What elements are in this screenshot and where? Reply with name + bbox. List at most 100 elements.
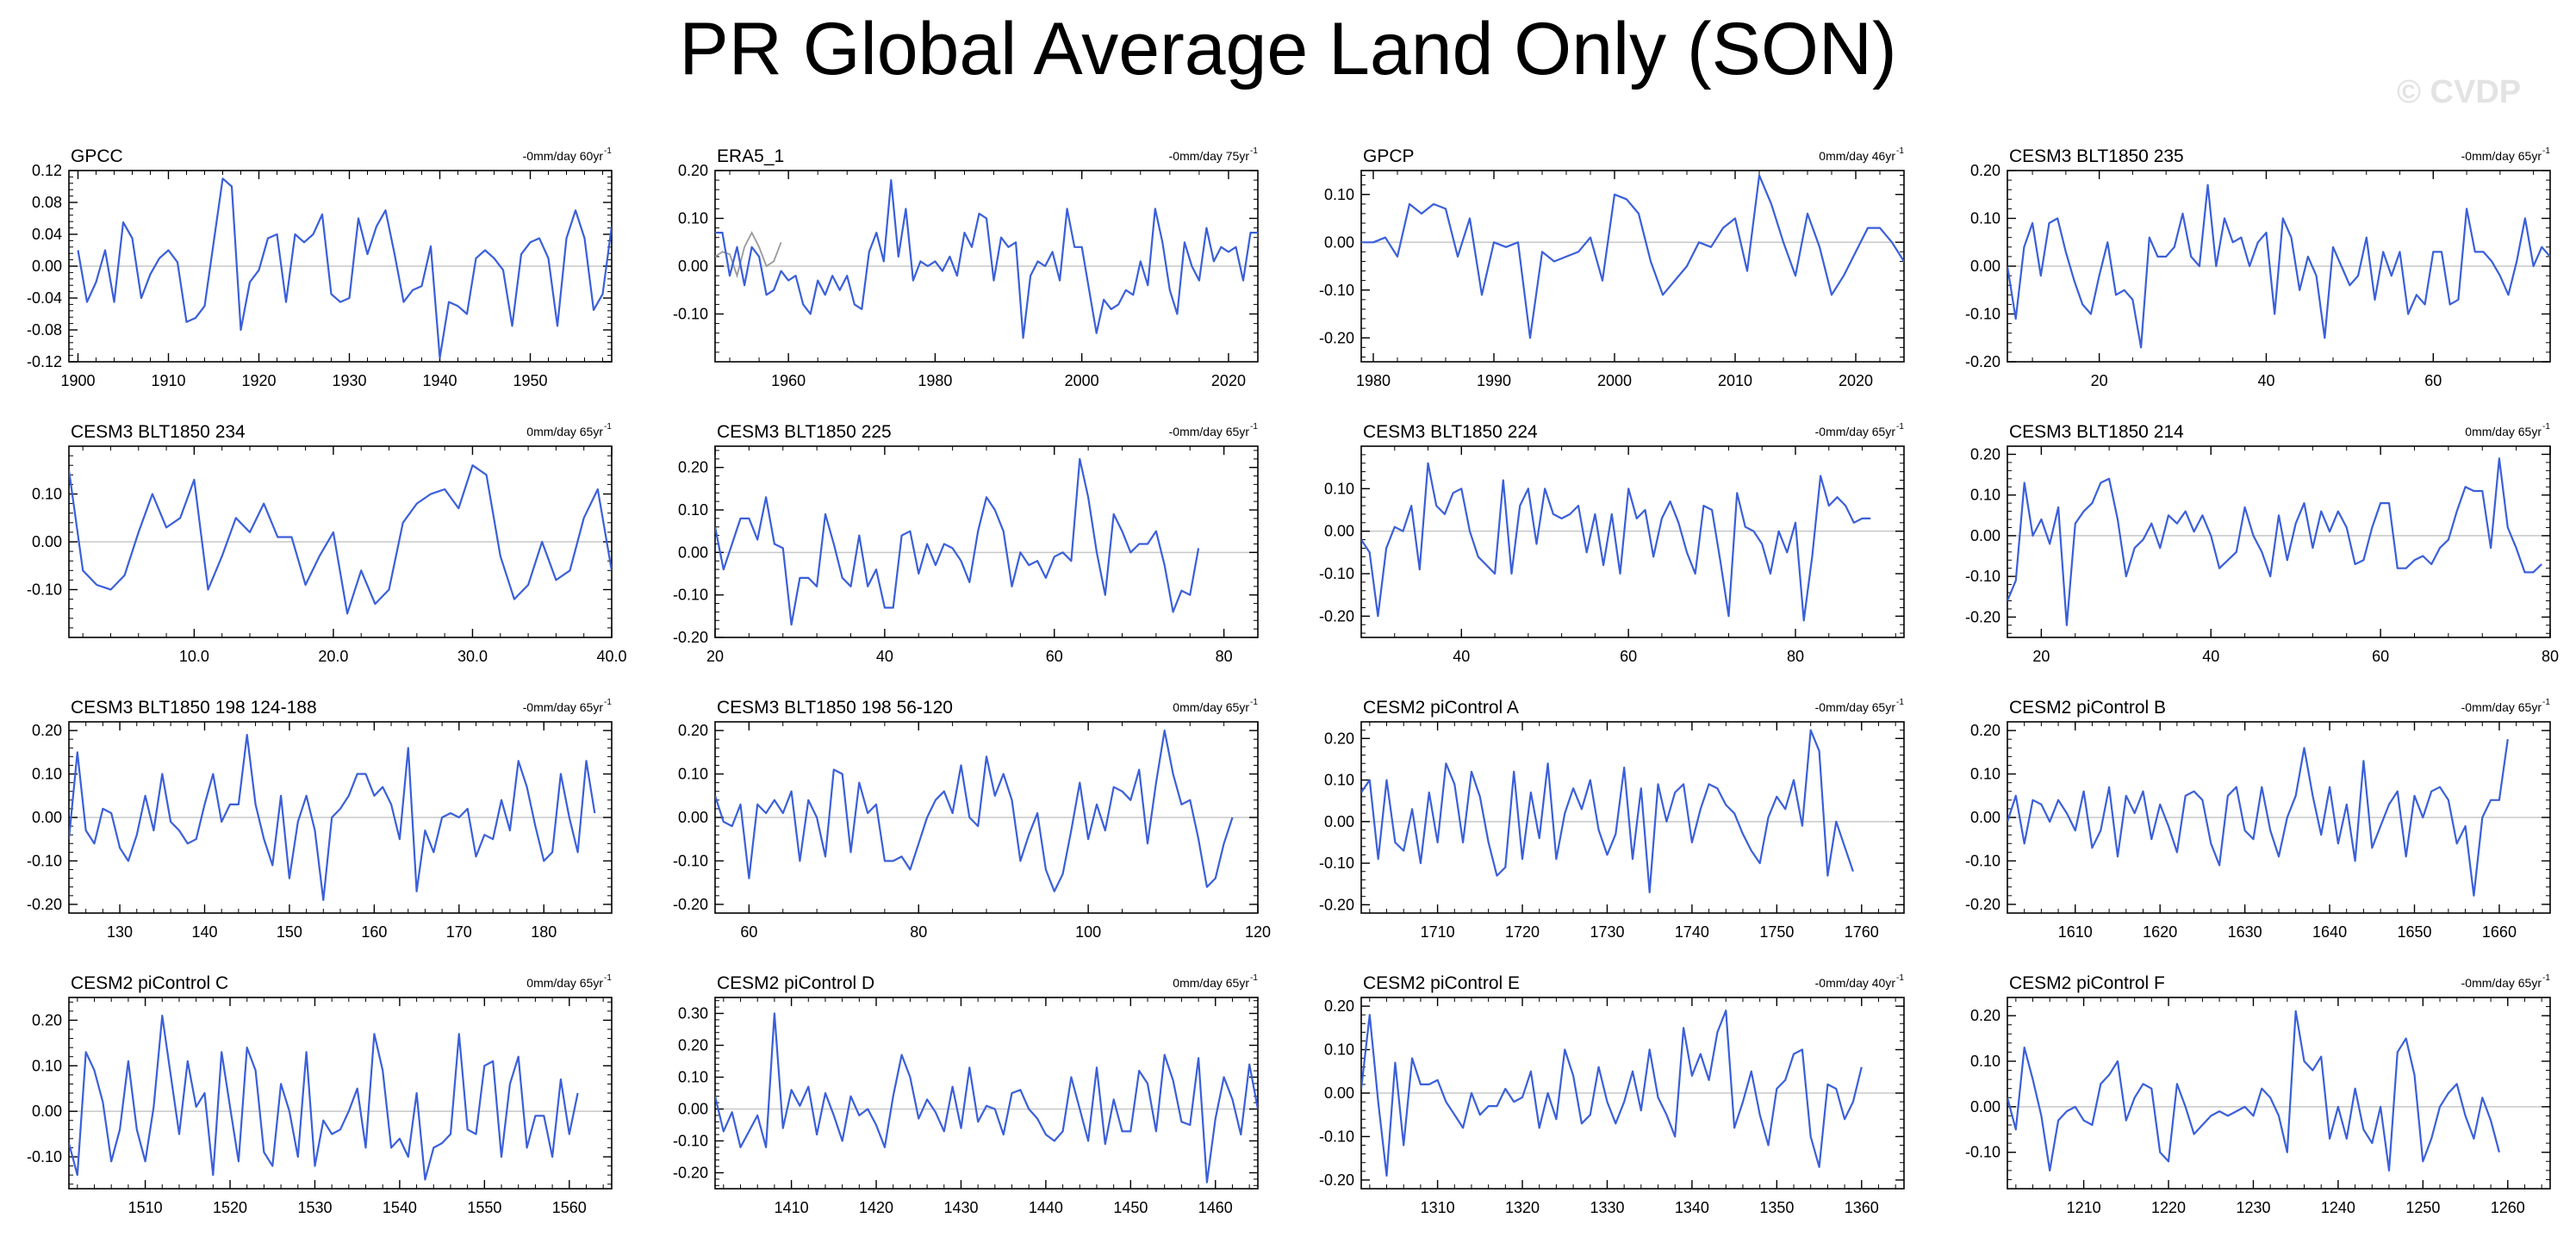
panel-10: CESM3 BLT1850 198 56-120 0mm/day 65yr -1 -0… — [673, 698, 1271, 941]
y-tick-label: 0.00 — [1324, 1084, 1354, 1102]
trend-label: 0mm/day 65yr — [526, 425, 603, 438]
series-line — [2007, 739, 2509, 897]
x-tick-label: 1990 — [1477, 372, 1511, 389]
plot-frame — [68, 997, 613, 1190]
y-tick-label: 0.00 — [678, 1101, 708, 1118]
x-tick-label: 1910 — [151, 372, 185, 389]
y-tick-label: -0.20 — [1965, 608, 2000, 625]
x-tick-label: 1620 — [2143, 923, 2177, 941]
x-tick-label: 1240 — [2321, 1199, 2355, 1216]
x-tick-label: 1940 — [422, 372, 457, 389]
panel-5: CESM3 BLT1850 234 0mm/day 65yr -1 -0.10 0.00… — [27, 422, 627, 665]
trend-unit: -1 — [1250, 422, 1258, 432]
panel-title: CESM2 piControl A — [1363, 698, 1519, 718]
x-tick-label: 1560 — [552, 1199, 587, 1216]
x-tick-label: 130 — [107, 923, 133, 941]
panel-15: CESM2 piControl E -0mm/day 40yr -1 -0.20 -0.… — [1319, 973, 1905, 1216]
trend-unit: -1 — [1250, 973, 1258, 983]
y-tick-label: 0.10 — [1970, 210, 2000, 227]
x-tick-label: 1450 — [1113, 1199, 1148, 1216]
y-tick-label: 0.30 — [678, 1005, 708, 1022]
y-tick-label: 0.20 — [1324, 997, 1354, 1015]
x-tick-label: 20 — [2091, 372, 2108, 389]
y-tick-label: -0.10 — [1319, 854, 1354, 872]
x-tick-label: 20.0 — [318, 648, 348, 665]
trend-unit: -1 — [2542, 698, 2550, 707]
y-tick-label: -0.20 — [1965, 896, 2000, 913]
x-tick-label: 1230 — [2236, 1199, 2270, 1216]
x-tick-label: 1740 — [1675, 923, 1709, 941]
y-tick-label: 0.10 — [32, 766, 62, 783]
panel-title: CESM3 BLT1850 198 56-120 — [717, 698, 953, 718]
x-tick-label: 1950 — [513, 372, 547, 389]
x-tick-label: 1260 — [2491, 1199, 2525, 1216]
x-tick-label: 1210 — [2067, 1199, 2101, 1216]
y-tick-label: 0.00 — [1970, 258, 2000, 275]
x-tick-label: 2020 — [1211, 372, 1246, 389]
y-tick-label: -0.10 — [673, 306, 708, 323]
trend-label: -0mm/day 65yr — [1815, 425, 1896, 438]
x-tick-label: 40 — [1453, 648, 1470, 665]
x-tick-label: 60 — [2424, 372, 2442, 389]
y-tick-label: -0.20 — [27, 896, 62, 913]
y-tick-label: -0.20 — [1319, 1171, 1354, 1189]
x-tick-label: 1930 — [332, 372, 366, 389]
y-tick-label: 0.10 — [32, 486, 62, 503]
x-tick-label: 100 — [1075, 923, 1101, 941]
x-tick-label: 1220 — [2151, 1199, 2186, 1216]
x-tick-label: 40.0 — [596, 648, 626, 665]
panel-13: CESM2 piControl C 0mm/day 65yr -1 -0.10 0.00… — [27, 973, 613, 1216]
y-tick-label: 0.00 — [678, 809, 708, 826]
series-line — [715, 1012, 1258, 1184]
y-tick-label: -0.10 — [673, 587, 708, 604]
x-tick-label: 1900 — [60, 372, 95, 389]
y-tick-label: 0.00 — [1324, 523, 1354, 540]
x-tick-label: 2000 — [1597, 372, 1632, 389]
x-tick-label: 80 — [1787, 648, 1804, 665]
y-tick-label: 0.20 — [1324, 730, 1354, 747]
y-tick-label: 0.20 — [678, 1037, 708, 1054]
plot-frame — [1360, 170, 1905, 363]
y-tick-label: 0.20 — [1970, 162, 2000, 179]
x-tick-label: 1640 — [2312, 923, 2347, 941]
x-tick-label: 1920 — [241, 372, 276, 389]
plot-frame — [1360, 721, 1905, 914]
x-tick-label: 120 — [1245, 923, 1271, 941]
series-line — [69, 1014, 579, 1181]
x-tick-label: 60 — [2372, 648, 2389, 665]
x-tick-label: 160 — [361, 923, 387, 941]
y-tick-label: 0.00 — [1970, 1098, 2000, 1115]
x-tick-label: 80 — [1216, 648, 1233, 665]
x-tick-label: 1650 — [2397, 923, 2431, 941]
y-tick-label: 0.08 — [32, 194, 62, 211]
x-tick-label: 1720 — [1505, 923, 1540, 941]
series-line — [2007, 457, 2542, 626]
panel-12: CESM2 piControl B -0mm/day 65yr -1 -0.20 -0.… — [1965, 698, 2551, 941]
panel-11: CESM2 piControl A -0mm/day 65yr -1 -0.20 -0.… — [1319, 698, 1905, 941]
x-tick-label: 1420 — [859, 1199, 893, 1216]
x-tick-label: 1980 — [918, 372, 952, 389]
x-tick-label: 170 — [446, 923, 472, 941]
y-tick-label: 0.10 — [32, 1057, 62, 1074]
x-tick-label: 1530 — [297, 1199, 332, 1216]
trend-unit: -1 — [1250, 698, 1258, 707]
x-tick-label: 1540 — [383, 1199, 417, 1216]
y-tick-label: 0.10 — [1324, 186, 1354, 203]
x-tick-label: 150 — [277, 923, 302, 941]
x-tick-label: 1730 — [1590, 923, 1624, 941]
cvdp-watermark: © CVDP — [2397, 74, 2522, 110]
y-tick-label: 0.10 — [678, 766, 708, 783]
trend-label: -0mm/day 65yr — [1169, 425, 1250, 438]
trend-label: -0mm/day 65yr — [2461, 976, 2542, 990]
y-tick-label: -0.10 — [1319, 1128, 1354, 1145]
plot-frame — [2007, 445, 2551, 638]
x-tick-label: 1410 — [775, 1199, 809, 1216]
trend-unit: -1 — [1896, 973, 1904, 983]
panel-title: CESM2 piControl D — [717, 973, 874, 993]
y-tick-label: 0.20 — [32, 1011, 62, 1028]
series-line — [2007, 1010, 2500, 1172]
x-tick-label: 30.0 — [457, 648, 488, 665]
trend-unit: -1 — [604, 146, 612, 156]
series-line — [1361, 174, 1904, 339]
